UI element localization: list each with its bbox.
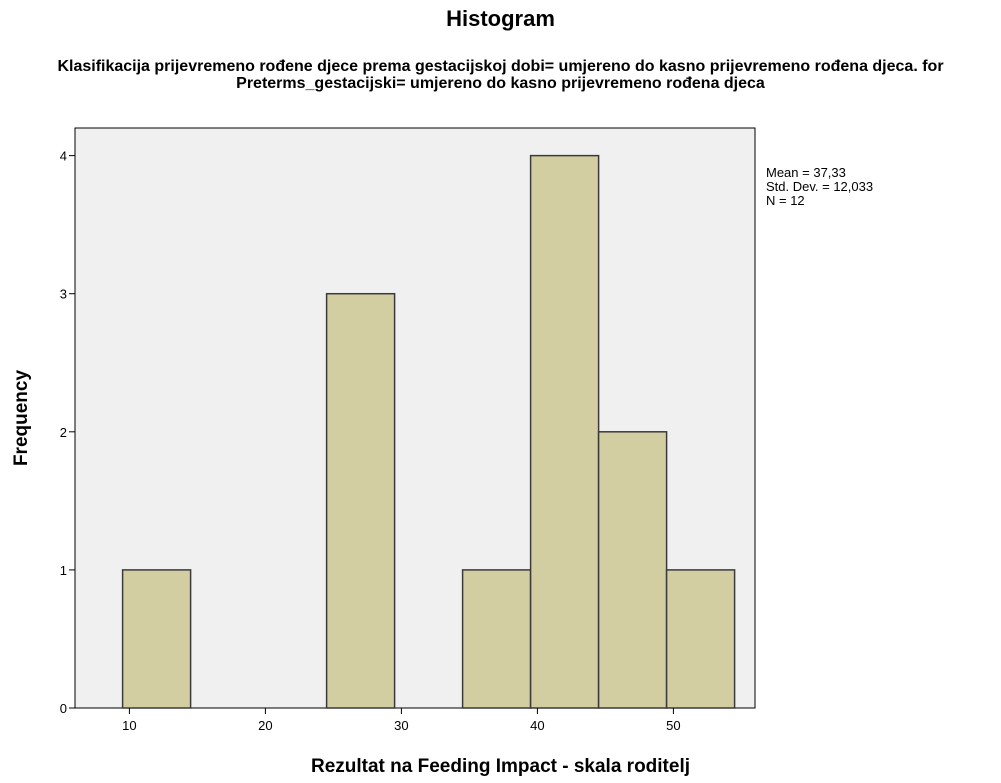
chart-title: Histogram (446, 6, 555, 31)
histogram-bar (665, 569, 736, 709)
y-tick-label: 1 (60, 563, 67, 578)
y-tick-label: 3 (60, 287, 67, 302)
y-tick-label: 4 (60, 149, 67, 164)
bars-group (121, 154, 736, 709)
histogram-bar (461, 569, 532, 709)
y-tick-label: 0 (60, 701, 67, 716)
x-tick-label: 30 (394, 718, 408, 733)
x-axis-label: Rezultat na Feeding Impact - skala rodit… (310, 756, 691, 777)
x-tick-label: 10 (122, 718, 136, 733)
x-tick-label: 40 (530, 718, 544, 733)
stat-mean: Mean = 37,33 (766, 165, 846, 180)
histogram-bar (597, 431, 668, 709)
y-axis-label: Frequency (11, 369, 32, 467)
axes-group: 0 1 2 3 4 10 20 30 40 50 (60, 149, 681, 733)
stat-std-dev: Std. Dev. = 12,033 (766, 179, 874, 194)
stat-n: N = 12 (766, 193, 805, 208)
y-tick-label: 2 (60, 425, 67, 440)
histogram-bar (121, 569, 192, 709)
histogram-bar (529, 154, 600, 709)
statistics-box: Mean = 37,33 Std. Dev. = 12,033 N = 12 (766, 166, 873, 208)
x-tick-label: 50 (666, 718, 680, 733)
chart-subtitle: Klasifikacija prijevremeno rođene djece … (57, 58, 944, 92)
x-tick-label: 20 (258, 718, 272, 733)
histogram-bar (325, 292, 396, 709)
